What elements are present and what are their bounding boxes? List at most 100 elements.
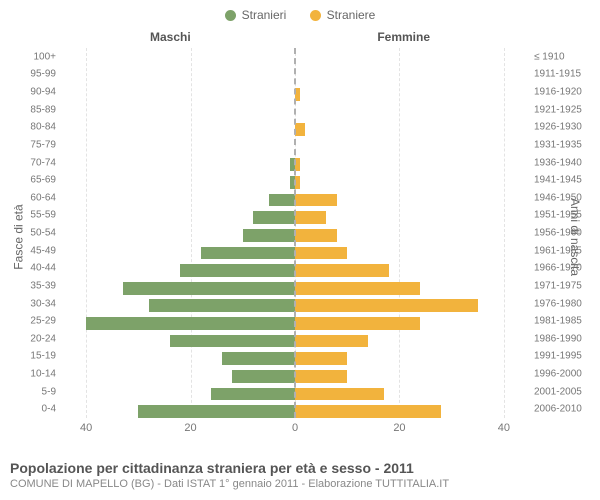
age-tick: 75-79 bbox=[30, 139, 56, 150]
half-female bbox=[295, 83, 530, 101]
half-female bbox=[295, 189, 530, 207]
half-female bbox=[295, 365, 530, 383]
footer-title: Popolazione per cittadinanza straniera p… bbox=[10, 460, 590, 476]
half-male bbox=[60, 101, 295, 119]
age-tick: 20-24 bbox=[30, 333, 56, 344]
bar-male bbox=[253, 211, 295, 224]
age-tick: 40-44 bbox=[30, 263, 56, 274]
bar-female bbox=[295, 388, 384, 401]
birth-year-tick: 1951-1955 bbox=[534, 210, 582, 221]
bar-female bbox=[295, 335, 368, 348]
half-female bbox=[295, 401, 530, 419]
legend-male-label: Stranieri bbox=[242, 8, 287, 22]
bar-male bbox=[243, 229, 295, 242]
half-male bbox=[60, 383, 295, 401]
half-female bbox=[295, 48, 530, 66]
birth-year-tick: 1946-1950 bbox=[534, 192, 582, 203]
bar-male bbox=[180, 264, 295, 277]
legend-female-label: Straniere bbox=[327, 8, 376, 22]
half-male bbox=[60, 260, 295, 278]
age-tick: 5-9 bbox=[42, 386, 56, 397]
half-male bbox=[60, 330, 295, 348]
age-tick: 80-84 bbox=[30, 122, 56, 133]
legend-female: Straniere bbox=[310, 8, 376, 22]
half-male bbox=[60, 66, 295, 84]
half-female bbox=[295, 330, 530, 348]
x-tick: 40 bbox=[498, 422, 510, 434]
bar-male bbox=[201, 247, 295, 260]
bar-female bbox=[295, 405, 441, 418]
age-tick: 100+ bbox=[33, 51, 56, 62]
half-male bbox=[60, 224, 295, 242]
half-male bbox=[60, 189, 295, 207]
bar-male bbox=[138, 405, 295, 418]
half-male bbox=[60, 348, 295, 366]
half-male bbox=[60, 242, 295, 260]
half-male bbox=[60, 207, 295, 225]
half-female bbox=[295, 260, 530, 278]
age-tick: 85-89 bbox=[30, 104, 56, 115]
age-tick: 65-69 bbox=[30, 175, 56, 186]
birth-year-tick: 1981-1985 bbox=[534, 316, 582, 327]
bar-male bbox=[123, 282, 295, 295]
chart-root: Stranieri Straniere Maschi Femmine Fasce… bbox=[0, 0, 600, 500]
birth-year-tick: 1966-1970 bbox=[534, 263, 582, 274]
bar-male bbox=[222, 352, 295, 365]
bar-female bbox=[295, 211, 326, 224]
bar-male bbox=[149, 299, 295, 312]
half-female bbox=[295, 207, 530, 225]
bar-female bbox=[295, 317, 420, 330]
half-female bbox=[295, 348, 530, 366]
bar-male bbox=[86, 317, 295, 330]
age-tick: 25-29 bbox=[30, 316, 56, 327]
half-male bbox=[60, 136, 295, 154]
bar-female bbox=[295, 370, 347, 383]
half-female bbox=[295, 101, 530, 119]
half-female bbox=[295, 66, 530, 84]
age-tick: 50-54 bbox=[30, 228, 56, 239]
half-female bbox=[295, 224, 530, 242]
half-male bbox=[60, 83, 295, 101]
x-tick: 0 bbox=[292, 422, 298, 434]
x-tick: 20 bbox=[184, 422, 196, 434]
birth-year-tick: 1991-1995 bbox=[534, 351, 582, 362]
legend-female-swatch bbox=[310, 10, 321, 21]
half-male bbox=[60, 119, 295, 137]
half-female bbox=[295, 119, 530, 137]
birth-year-tick: 1911-1915 bbox=[534, 69, 581, 80]
half-male bbox=[60, 295, 295, 313]
half-female bbox=[295, 136, 530, 154]
footer: Popolazione per cittadinanza straniera p… bbox=[10, 460, 590, 490]
bar-female bbox=[295, 123, 305, 136]
bar-male bbox=[232, 370, 295, 383]
birth-year-tick: 1986-1990 bbox=[534, 333, 582, 344]
birth-year-tick: 1926-1930 bbox=[534, 122, 582, 133]
birth-year-tick: 1921-1925 bbox=[534, 104, 582, 115]
half-female bbox=[295, 383, 530, 401]
half-female bbox=[295, 242, 530, 260]
half-female bbox=[295, 154, 530, 172]
half-female bbox=[295, 171, 530, 189]
age-tick: 30-34 bbox=[30, 298, 56, 309]
bar-female bbox=[295, 299, 478, 312]
birth-year-tick: 1936-1940 bbox=[534, 157, 582, 168]
birth-year-tick: 1961-1965 bbox=[534, 245, 582, 256]
bar-female bbox=[295, 282, 420, 295]
legend-male: Stranieri bbox=[225, 8, 287, 22]
half-male bbox=[60, 154, 295, 172]
x-tick: 20 bbox=[393, 422, 405, 434]
age-tick: 90-94 bbox=[30, 87, 56, 98]
half-male bbox=[60, 171, 295, 189]
age-tick: 70-74 bbox=[30, 157, 56, 168]
age-tick: 55-59 bbox=[30, 210, 56, 221]
half-female bbox=[295, 312, 530, 330]
bar-female bbox=[295, 229, 337, 242]
half-male bbox=[60, 277, 295, 295]
birth-year-tick: ≤ 1910 bbox=[534, 51, 565, 62]
birth-year-tick: 1976-1980 bbox=[534, 298, 582, 309]
birth-year-tick: 1956-1960 bbox=[534, 228, 582, 239]
birth-year-tick: 1931-1935 bbox=[534, 139, 582, 150]
birth-year-tick: 2001-2005 bbox=[534, 386, 582, 397]
half-female bbox=[295, 277, 530, 295]
bar-female bbox=[295, 247, 347, 260]
